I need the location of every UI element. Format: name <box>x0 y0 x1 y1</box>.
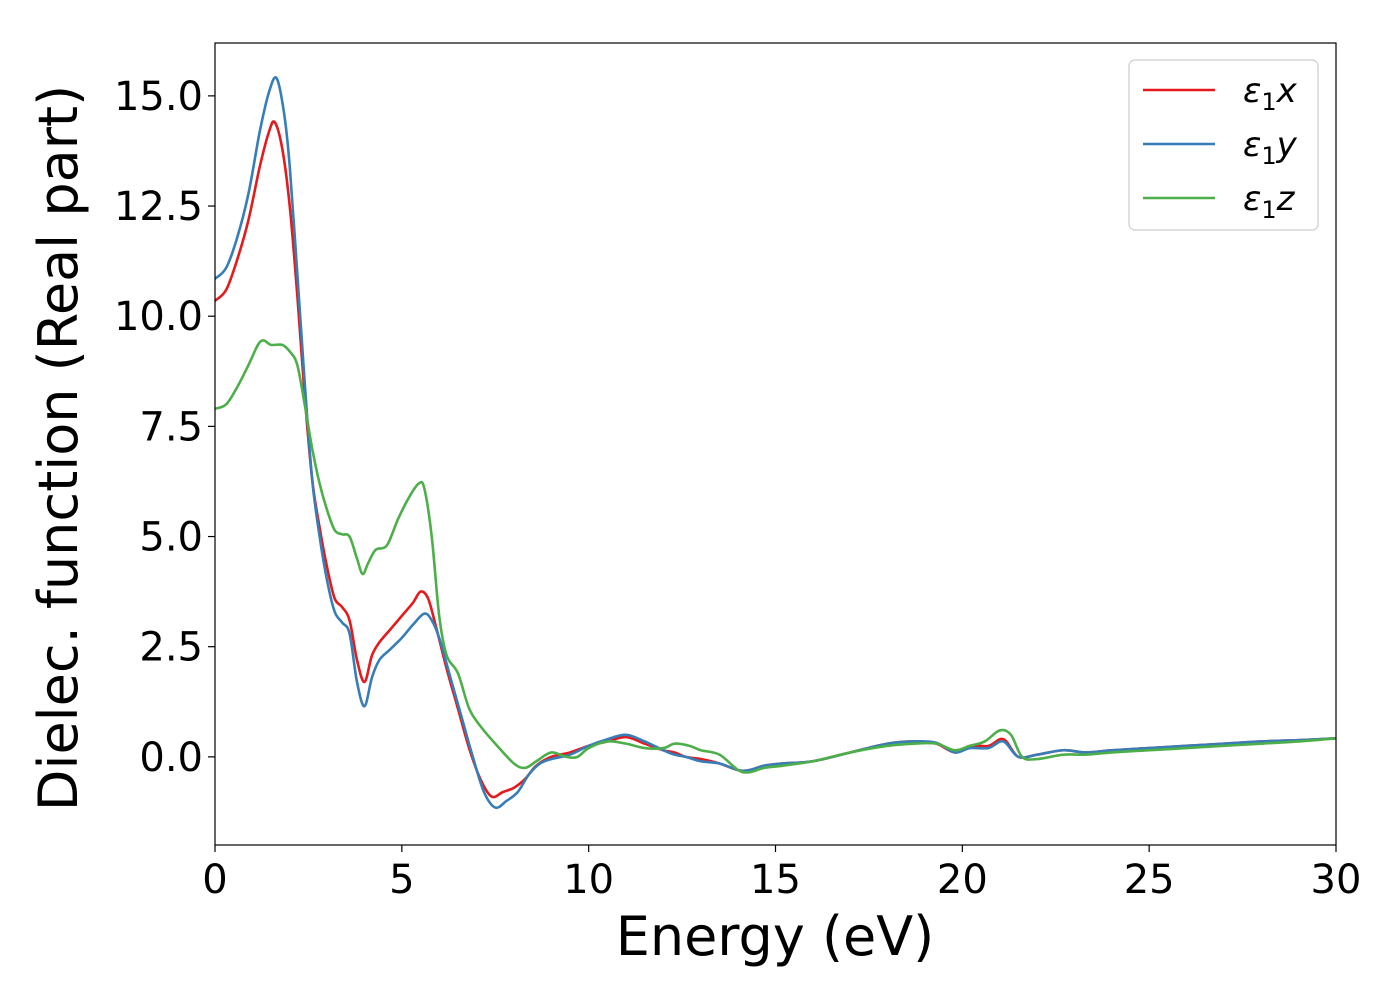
y-tick-label: 15.0 <box>114 74 203 120</box>
legend-label-y: ε1y <box>1243 125 1298 170</box>
x-tick-label: 25 <box>1124 857 1175 903</box>
y-tick-label: 2.5 <box>139 625 203 671</box>
y-tick-label: 10.0 <box>114 294 203 340</box>
plot-series <box>215 76 1336 810</box>
x-tick-label: 15 <box>750 857 801 903</box>
y-axis: 0.0 2.5 5.0 7.5 10.0 12.5 15.0 <box>114 74 215 781</box>
x-axis-title: Energy (eV) <box>616 905 935 968</box>
y-tick-label: 7.5 <box>139 404 203 450</box>
legend-box <box>1128 59 1319 231</box>
x-tick-label: 5 <box>389 857 414 903</box>
legend-label-z: ε1z <box>1243 179 1296 224</box>
y-axis-title: Dielec. function (Real part) <box>27 85 90 811</box>
x-tick-label: 10 <box>563 857 614 903</box>
x-axis: 0 5 10 15 20 25 30 <box>202 845 1361 903</box>
x-tick-label: 30 <box>1311 857 1362 903</box>
y-tick-label: 12.5 <box>114 184 203 230</box>
legend: ε1x ε1y ε1z <box>1128 59 1319 231</box>
y-tick-label: 5.0 <box>139 515 203 561</box>
y-tick-label: 0.0 <box>139 735 203 781</box>
x-tick-label: 0 <box>202 857 227 903</box>
series-line-z <box>215 339 1336 774</box>
series-line-y <box>215 76 1336 810</box>
legend-label-x: ε1x <box>1243 71 1298 116</box>
x-tick-label: 20 <box>937 857 988 903</box>
